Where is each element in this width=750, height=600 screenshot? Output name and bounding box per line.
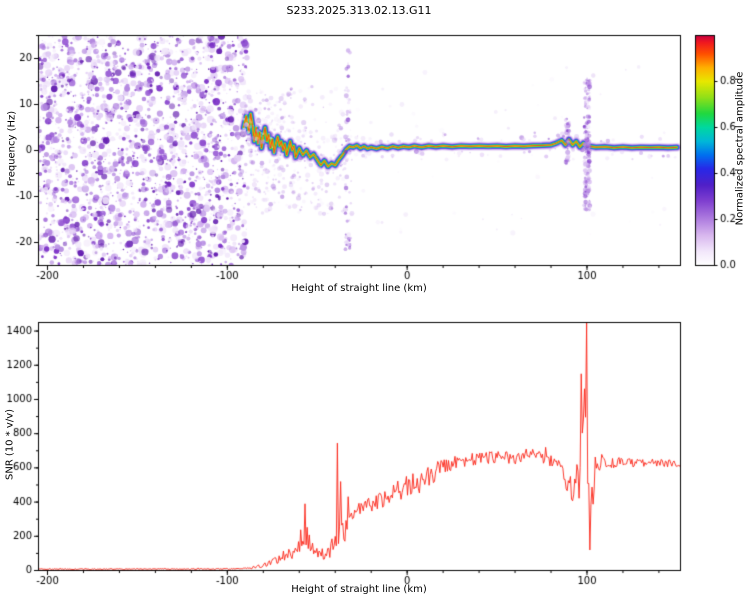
snr-y-axis-label: SNR (10 * v/v)	[4, 408, 16, 481]
spectrogram-x-axis-label: Height of straight line (km)	[291, 283, 427, 294]
spectrogram-y-axis-label: Frequency (Hz)	[6, 110, 18, 187]
snr-x-axis-label: Height of straight line (km)	[291, 584, 427, 595]
figure-title: S233.2025.313.02.13.G11	[286, 4, 432, 17]
colorbar-label: Normalized spectral amplitude	[734, 71, 746, 226]
